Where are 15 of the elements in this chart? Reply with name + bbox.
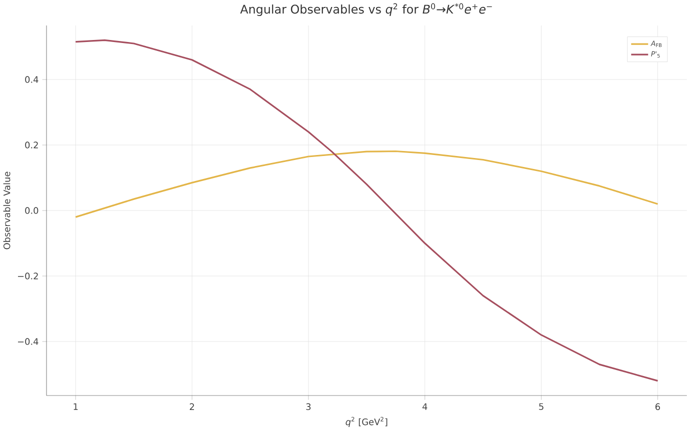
x-axis-title: q$^{2}$ [GeV$^{2}$]	[346, 416, 388, 427]
x-tick-label: 1	[74, 403, 78, 410]
y-tick-label: 0.4	[25, 76, 38, 83]
x-tick-label: 3	[306, 403, 311, 410]
y-tick-label: −0.2	[18, 272, 38, 280]
y-axis-title: Observable Value	[3, 172, 10, 250]
x-tick-label: 6	[655, 403, 660, 410]
chart-title: Angular Observables vs q$^{2}$ for B$^{0}$→K$^{*0}$e$^{+}$e$^{−}$	[240, 3, 492, 16]
x-tick-label: 4	[422, 403, 428, 410]
y-tick-label: 0.2	[25, 142, 38, 148]
y-tick-label: 0.0	[25, 207, 38, 214]
x-tick-label: 2	[190, 403, 194, 410]
line-series	[74, 150, 658, 218]
y-tick-label: −0.4	[18, 338, 38, 345]
x-tick-label: 5	[539, 403, 544, 410]
